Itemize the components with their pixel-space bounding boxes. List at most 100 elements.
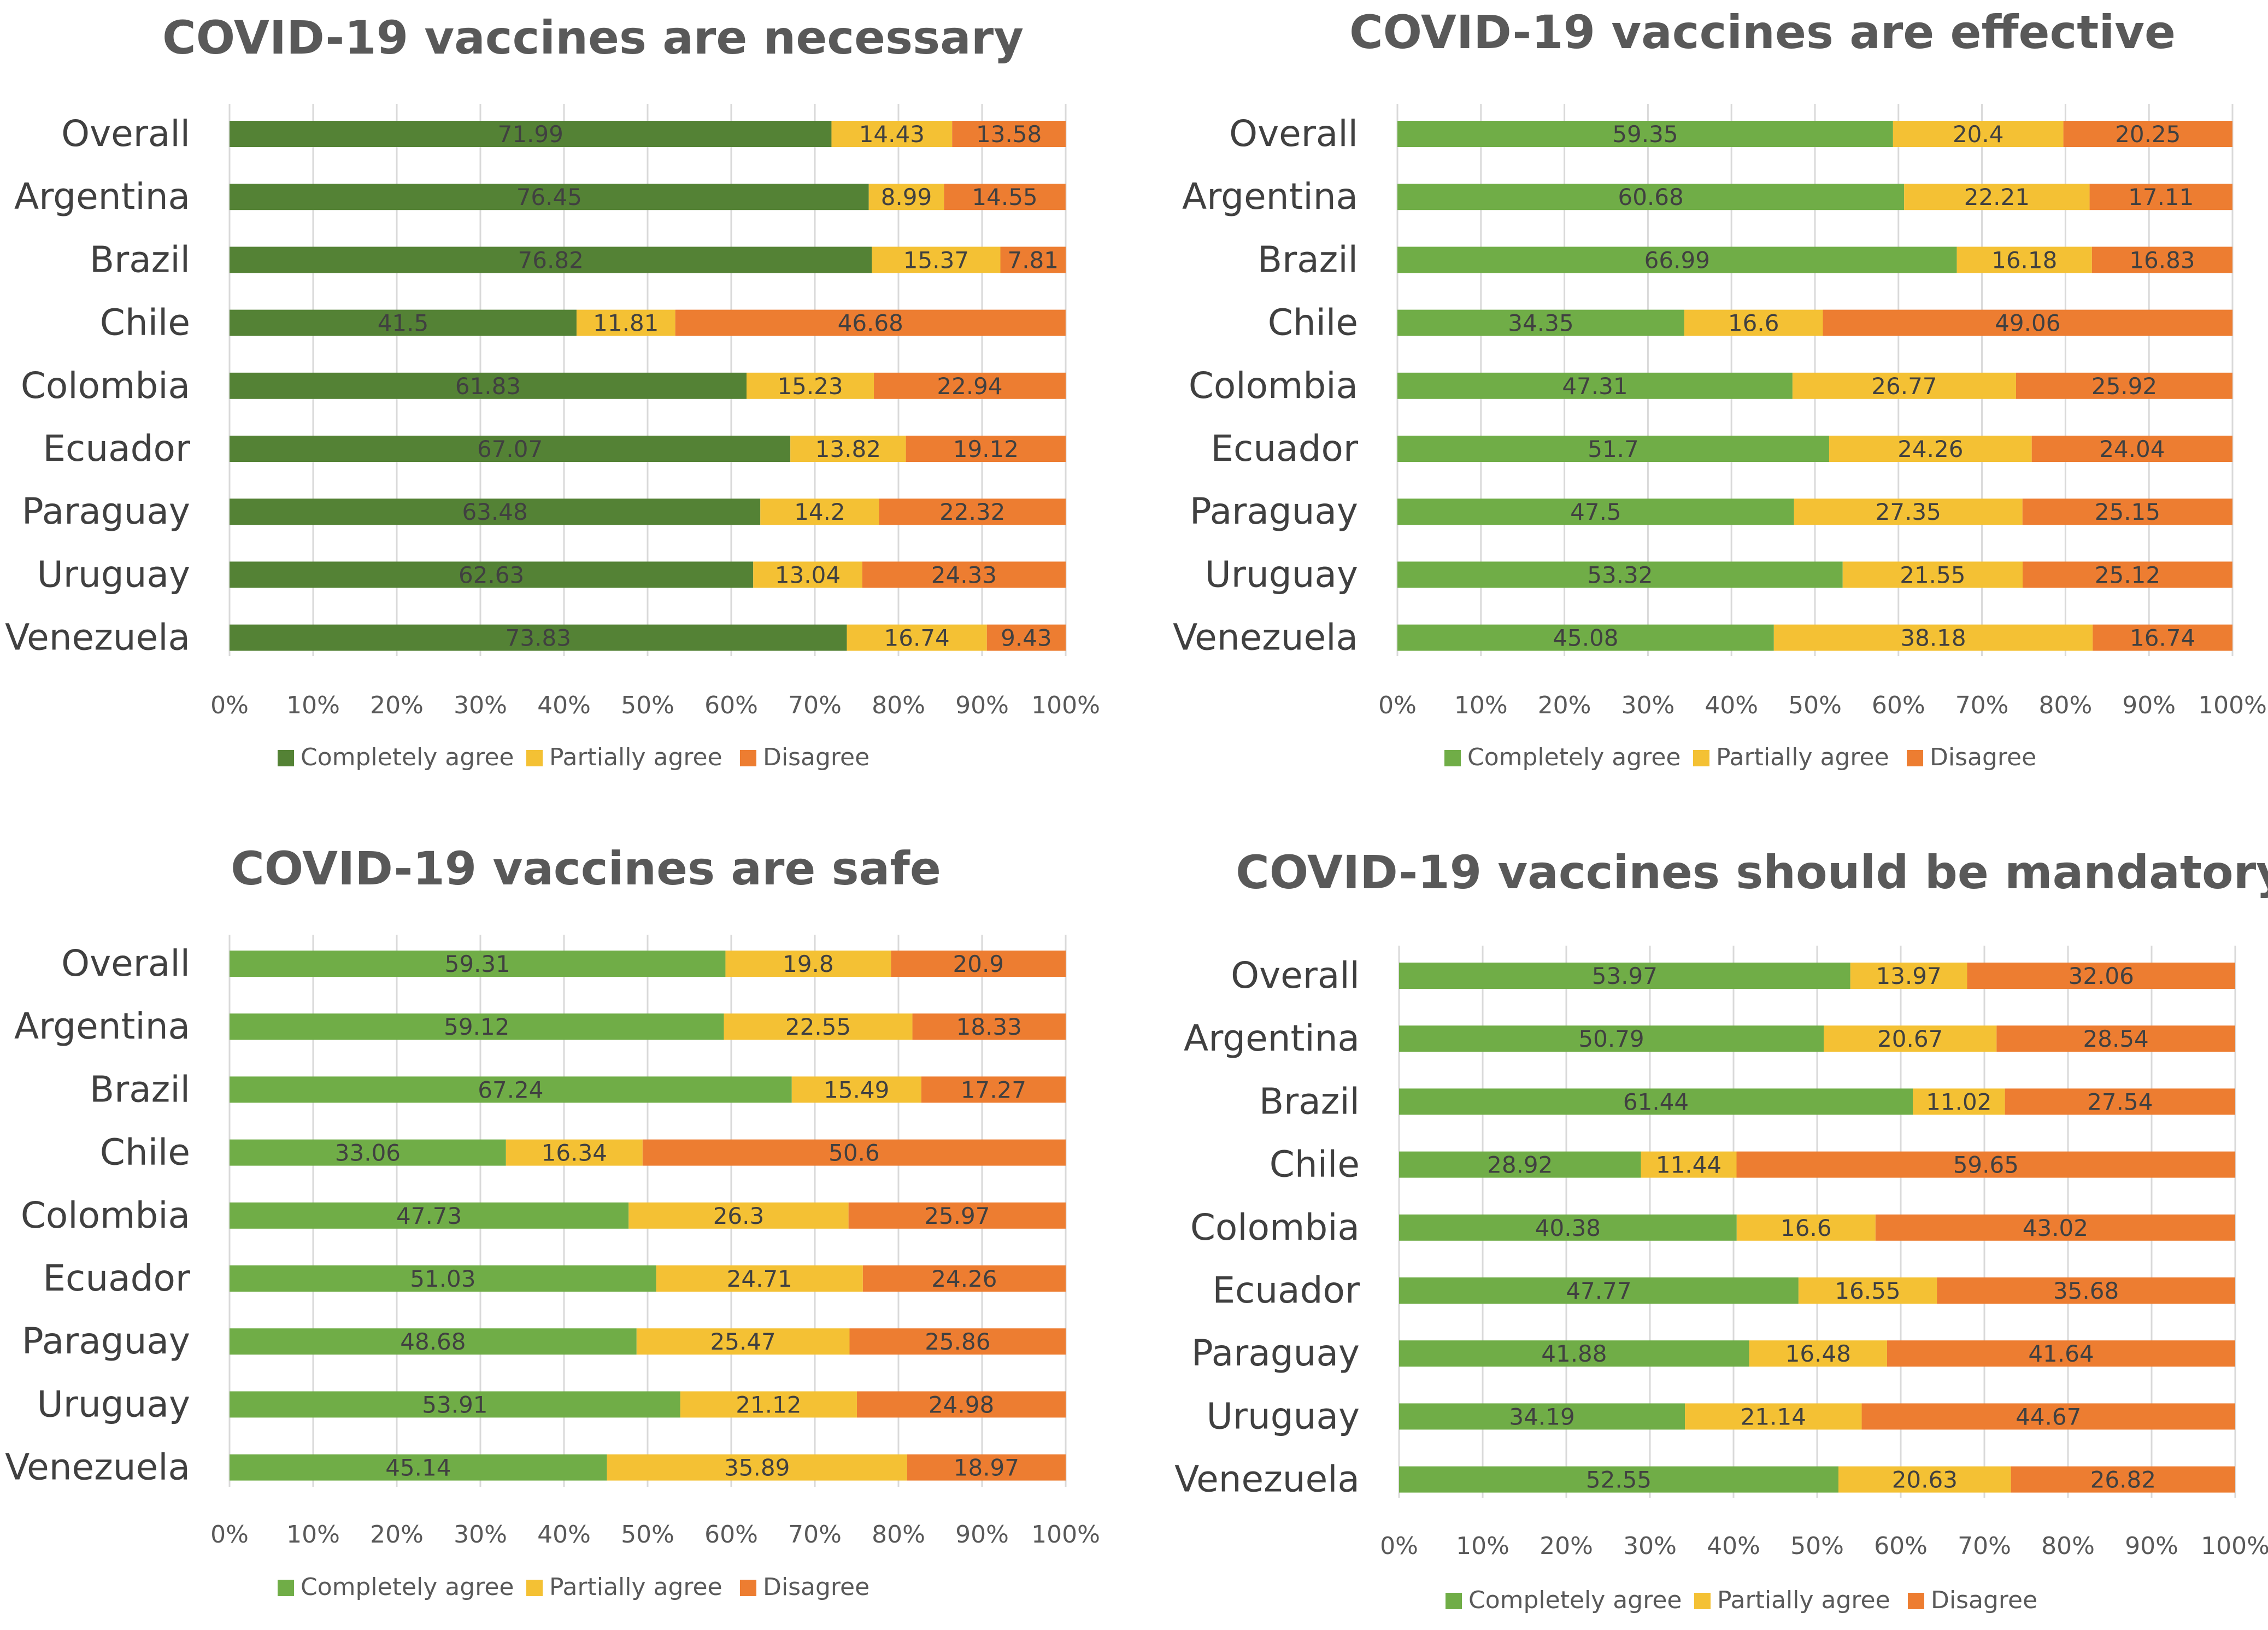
- category-label: Paraguay: [22, 490, 190, 532]
- bar-segment-partially-agree: [680, 1391, 857, 1418]
- data-label: 22.21: [1964, 184, 2030, 210]
- data-label: 11.44: [1656, 1152, 1721, 1178]
- data-label: 20.4: [1953, 121, 2004, 148]
- x-tick-label: 100%: [1031, 1521, 1100, 1549]
- bar-segment-disagree: [874, 372, 1066, 399]
- bar-segment-partially-agree: [746, 372, 874, 399]
- category-label: Overall: [61, 113, 190, 155]
- bar-segment-completely-agree: [1399, 1277, 1799, 1304]
- bar-segment-completely-agree: [230, 247, 872, 273]
- category-label: Colombia: [21, 365, 190, 407]
- bar-segment-completely-agree: [1397, 372, 1793, 399]
- x-tick-label: 40%: [1707, 1532, 1760, 1560]
- x-tick-label: 10%: [1454, 691, 1508, 719]
- data-label: 34.35: [1508, 310, 1573, 337]
- data-label: 61.44: [1623, 1088, 1689, 1115]
- x-tick-label: 20%: [1540, 1532, 1593, 1560]
- bar-segment-partially-agree: [872, 247, 1001, 273]
- data-label: 26.77: [1871, 373, 1937, 400]
- data-label: 41.5: [378, 310, 429, 337]
- data-label: 18.97: [954, 1455, 1019, 1481]
- bar-segment-disagree: [986, 624, 1066, 651]
- bar-segment-disagree: [642, 1139, 1066, 1166]
- data-label: 28.54: [2083, 1025, 2149, 1052]
- legend-label: Disagree: [1931, 1586, 2037, 1614]
- data-label: 66.99: [1644, 247, 1710, 273]
- bar-segment-completely-agree: [1399, 1025, 1824, 1052]
- data-label: 47.5: [1570, 499, 1621, 525]
- data-label: 51.7: [1588, 436, 1639, 462]
- bar-segment-completely-agree: [1399, 1340, 1749, 1367]
- category-label: Uruguay: [1207, 1395, 1360, 1437]
- category-label: Colombia: [1190, 1206, 1360, 1248]
- bar-segment-partially-agree: [868, 184, 944, 210]
- x-tick-label: 30%: [454, 691, 507, 719]
- legend-label: Partially agree: [1716, 743, 1889, 771]
- legend-label: Partially agree: [549, 743, 722, 771]
- data-label: 7.81: [1007, 247, 1059, 273]
- legend-swatch: [1446, 1593, 1462, 1609]
- data-label: 41.64: [2028, 1340, 2094, 1367]
- data-label: 33.06: [335, 1140, 401, 1166]
- bar-segment-partially-agree: [791, 1076, 921, 1103]
- bar-segment-completely-agree: [230, 624, 847, 651]
- data-label: 73.83: [506, 625, 571, 652]
- bar-segment-completely-agree: [1397, 309, 1684, 336]
- bar-segment-partially-agree: [628, 1202, 849, 1229]
- data-label: 25.47: [710, 1328, 776, 1355]
- data-label: 28.92: [1487, 1152, 1553, 1178]
- bar-segment-completely-agree: [1397, 247, 1957, 273]
- bar-segment-partially-agree: [1794, 499, 2023, 525]
- x-tick-label: 60%: [1872, 691, 1925, 719]
- legend-label: Completely agree: [1468, 1586, 1682, 1614]
- data-label: 24.04: [2099, 436, 2165, 462]
- category-label: Chile: [100, 302, 190, 344]
- category-label: Brazil: [90, 238, 190, 280]
- bar-segment-disagree: [944, 184, 1066, 210]
- category-label: Chile: [1270, 1144, 1360, 1186]
- data-label: 22.94: [937, 373, 1002, 400]
- data-label: 51.03: [410, 1265, 475, 1292]
- x-tick-label: 30%: [454, 1521, 507, 1549]
- bar-segment-completely-agree: [1399, 1214, 1737, 1241]
- x-tick-label: 40%: [537, 691, 591, 719]
- bar-segment-disagree: [2063, 121, 2232, 147]
- category-label: Ecuador: [1211, 427, 1359, 470]
- data-label: 44.67: [2016, 1403, 2081, 1430]
- bar-segment-disagree: [849, 1328, 1066, 1355]
- legend-label: Disagree: [1930, 743, 2036, 771]
- bar-segment-partially-agree: [1904, 184, 2090, 210]
- bar-segment-partially-agree: [1684, 309, 1823, 336]
- x-tick-label: 50%: [621, 691, 674, 719]
- bar-segment-partially-agree: [1773, 624, 2093, 651]
- data-label: 22.55: [785, 1013, 851, 1040]
- bar-segment-partially-agree: [576, 309, 675, 336]
- x-tick-label: 30%: [1621, 691, 1675, 719]
- bar-segment-disagree: [2089, 184, 2232, 210]
- x-tick-label: 70%: [1955, 691, 2009, 719]
- category-label: Argentina: [1184, 1017, 1360, 1059]
- data-label: 53.32: [1587, 561, 1653, 588]
- data-label: 19.8: [783, 951, 834, 977]
- category-label: Chile: [100, 1131, 190, 1174]
- data-label: 14.2: [794, 499, 845, 525]
- bar-segment-completely-agree: [230, 1328, 637, 1355]
- data-label: 34.19: [1509, 1403, 1574, 1430]
- chart-title: COVID-19 vaccines are necessary: [162, 11, 1024, 65]
- category-label: Uruguay: [37, 1383, 191, 1425]
- bar-segment-disagree: [906, 436, 1066, 462]
- category-label: Venezuela: [5, 1446, 190, 1488]
- x-tick-label: 50%: [621, 1521, 674, 1549]
- bar-segment-completely-agree: [230, 372, 747, 399]
- chart-panel-1: COVID-19 vaccines are necessary Overall 71…: [5, 11, 1100, 771]
- x-tick-label: 60%: [704, 1521, 758, 1549]
- data-label: 53.91: [422, 1391, 487, 1418]
- data-label: 41.88: [1541, 1340, 1607, 1367]
- data-label: 40.38: [1535, 1215, 1601, 1241]
- data-label: 71.99: [498, 121, 563, 148]
- bar-segment-completely-agree: [1397, 624, 1774, 651]
- x-tick-label: 40%: [1705, 691, 1758, 719]
- x-tick-label: 100%: [2201, 1532, 2268, 1560]
- legend-swatch: [278, 750, 294, 766]
- data-label: 50.79: [1578, 1025, 1644, 1052]
